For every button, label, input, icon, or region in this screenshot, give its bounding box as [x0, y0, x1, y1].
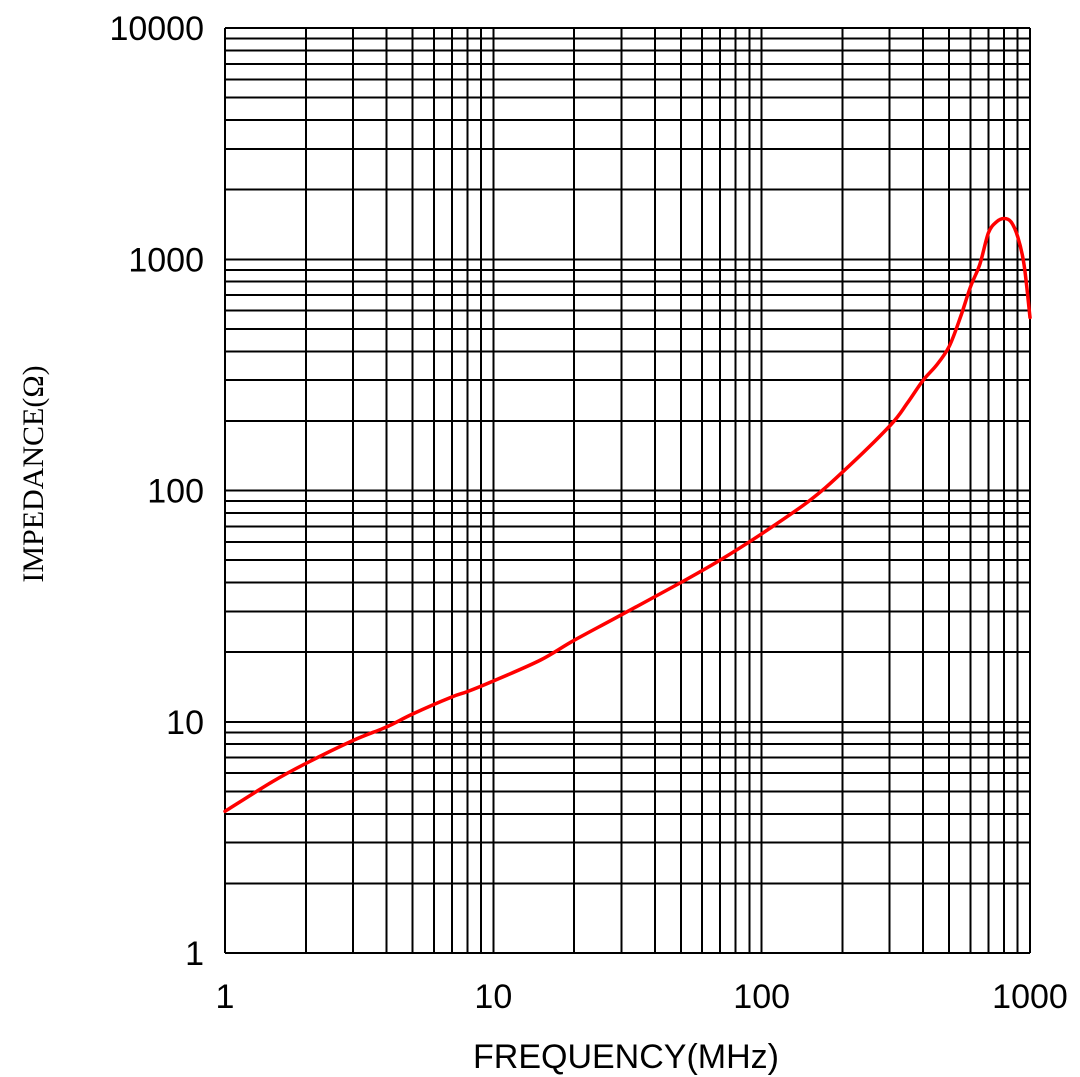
x-tick-label: 10	[474, 978, 512, 1016]
y-tick-label: 100	[147, 473, 204, 511]
x-tick-label: 100	[733, 978, 790, 1016]
y-tick-label: 10	[166, 704, 204, 742]
x-tick-label: 1	[216, 978, 235, 1016]
y-tick-label: 1000	[128, 241, 204, 279]
y-tick-label: 10000	[109, 10, 204, 48]
x-tick-labels: 1 10 100 1000	[216, 978, 1068, 1016]
series-layer	[223, 216, 1032, 814]
y-tick-label: 1	[185, 935, 204, 973]
grid	[224, 27, 1031, 954]
x-axis-label: FREQUENCY(MHz)	[473, 1038, 779, 1076]
impedance-curve	[223, 216, 1032, 814]
x-tick-label: 1000	[992, 978, 1068, 1016]
y-tick-labels: 1 10 100 1000 10000	[109, 10, 204, 973]
y-axis-label: IMPEDANCE(Ω)	[17, 365, 50, 582]
